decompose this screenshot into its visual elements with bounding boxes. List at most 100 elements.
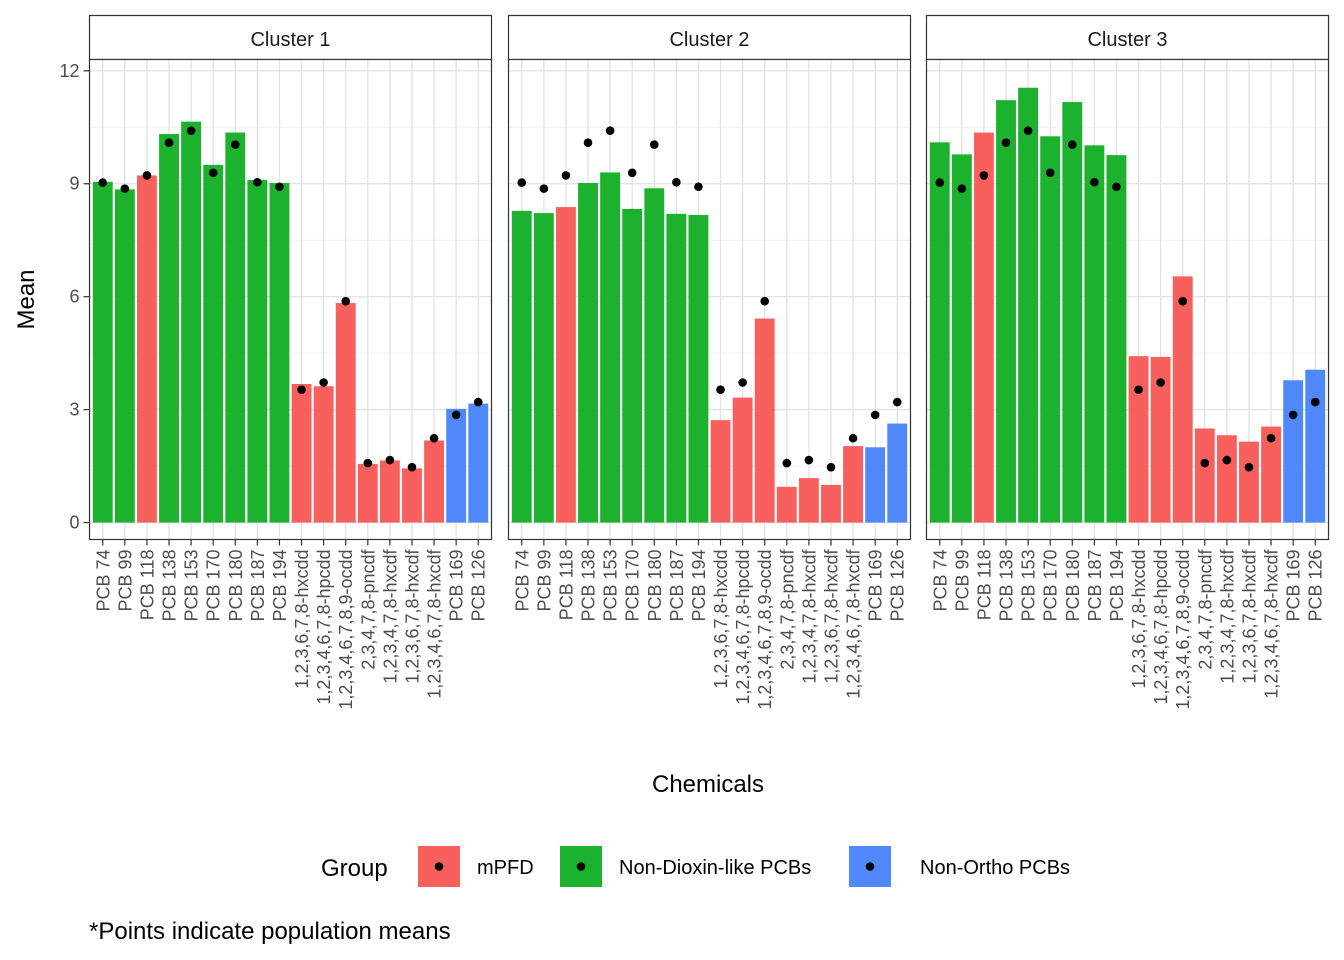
bar [1216,435,1237,523]
x-tick-label: PCB 170 [204,550,224,622]
population-mean-point [1178,296,1188,306]
population-mean-point [979,171,989,180]
population-mean-point [583,138,593,147]
x-tick-label: 1,2,3,6,7,8-hxcdd [292,550,312,689]
x-tick-label: PCB 138 [160,550,180,622]
x-tick-label: 1,2,3,4,7,8-hxcdf [1217,549,1237,684]
bar [843,446,864,523]
caption: *Points indicate population means [89,918,451,945]
bar [622,208,643,523]
bar [424,440,445,523]
x-tick-label: PCB 170 [1041,550,1061,622]
facet-strip [925,14,1330,61]
population-mean-point [208,168,218,178]
x-tick-label: PCB 118 [137,550,157,621]
y-tick-label: 12 [59,61,79,81]
x-tick-label: PCB 180 [226,550,246,622]
x-axis-title: Chemicals [652,771,764,798]
bar [555,207,576,523]
x-tick-label: 1,2,3,6,7,8-hxcdd [711,550,731,689]
bar [159,134,179,523]
bar [533,213,554,523]
facet-strip [88,14,493,61]
population-mean-point [1023,126,1033,135]
y-tick-label: 0 [69,513,79,533]
population-mean-point [517,178,527,187]
bar [468,403,489,523]
x-tick-label: PCB 180 [645,550,665,622]
x-tick-label: 1,2,3,6,7,8-hxcdd [1129,550,1149,689]
population-mean-point [1112,182,1121,192]
bar [511,210,532,523]
x-tick-label: PCB 187 [248,550,268,622]
x-tick-label: PCB 126 [1306,550,1326,622]
bar [402,468,422,523]
population-mean-point [848,433,858,443]
population-mean-point [1200,458,1210,468]
population-mean-point [892,397,902,407]
y-axis-title: Mean [13,269,40,329]
bar [291,384,312,523]
x-tick-label: PCB 99 [115,550,135,612]
bar [269,182,290,523]
population-mean-point [1001,138,1011,147]
y-tick-label: 3 [69,400,79,420]
x-tick-label: 1,2,3,4,6,7,8,9-ocdd [1173,550,1193,710]
bar [379,460,400,523]
x-tick-label: PCB 99 [952,550,972,612]
population-mean-point [672,177,681,187]
x-tick-label: PCB 153 [182,550,202,622]
x-tick-label: 1,2,3,4,6,7,8-hxcdf [844,549,864,699]
population-mean-point [1134,385,1143,394]
x-tick-label: 2,3,4,7,8-pncdf [777,549,797,670]
legend-key-point [434,862,444,871]
bar [1261,426,1282,523]
legend-key-point [576,862,586,871]
x-tick-label: 2,3,4,7,8-pncdf [358,549,378,670]
population-mean-point [649,140,659,149]
population-mean-point [539,184,549,193]
facet-strip-label: Cluster 2 [669,29,749,51]
population-mean-point [605,126,615,135]
bar [1172,276,1193,523]
bar [1128,356,1149,523]
bar [1018,87,1039,523]
x-tick-label: 1,2,3,4,6,7,8,9-ocdd [755,550,775,710]
x-tick-label: PCB 194 [1107,550,1127,622]
bar [578,182,598,523]
population-mean-point [297,385,306,394]
x-tick-label: PCB 138 [997,550,1017,622]
panel-border [925,58,1330,541]
x-tick-label: PCB 126 [888,550,908,622]
bar [732,397,753,523]
x-tick-label: 1,2,3,6,7,8-hxcdf [821,549,841,684]
population-mean-point [1288,410,1298,420]
bar [225,132,246,523]
bar [357,463,378,523]
population-mean-point [230,140,240,149]
legend-key-point [865,862,875,871]
bar [666,213,687,523]
population-mean-point [363,458,373,468]
population-mean-point [451,410,461,420]
x-tick-label: 1,2,3,6,7,8-hxcdf [1239,549,1259,684]
bar [1062,102,1083,523]
population-mean-point [1222,455,1232,465]
bar [1084,145,1105,523]
x-tick-label: PCB 170 [623,550,643,622]
population-mean-point [120,184,130,193]
population-mean-point [1045,168,1055,178]
population-mean-point [186,126,196,135]
bar [1305,369,1326,523]
x-tick-label: PCB 99 [534,550,554,612]
bar [92,181,113,523]
x-tick-label: PCB 169 [447,550,467,622]
legend-label: Non-Dioxin-like PCBs [619,857,811,879]
x-tick-label: PCB 138 [579,550,599,622]
y-tick-label: 6 [69,287,79,307]
x-tick-label: 2,3,4,7,8-pncdf [1195,549,1215,670]
bar [973,132,994,523]
bar [335,303,356,523]
bar [1283,380,1304,523]
